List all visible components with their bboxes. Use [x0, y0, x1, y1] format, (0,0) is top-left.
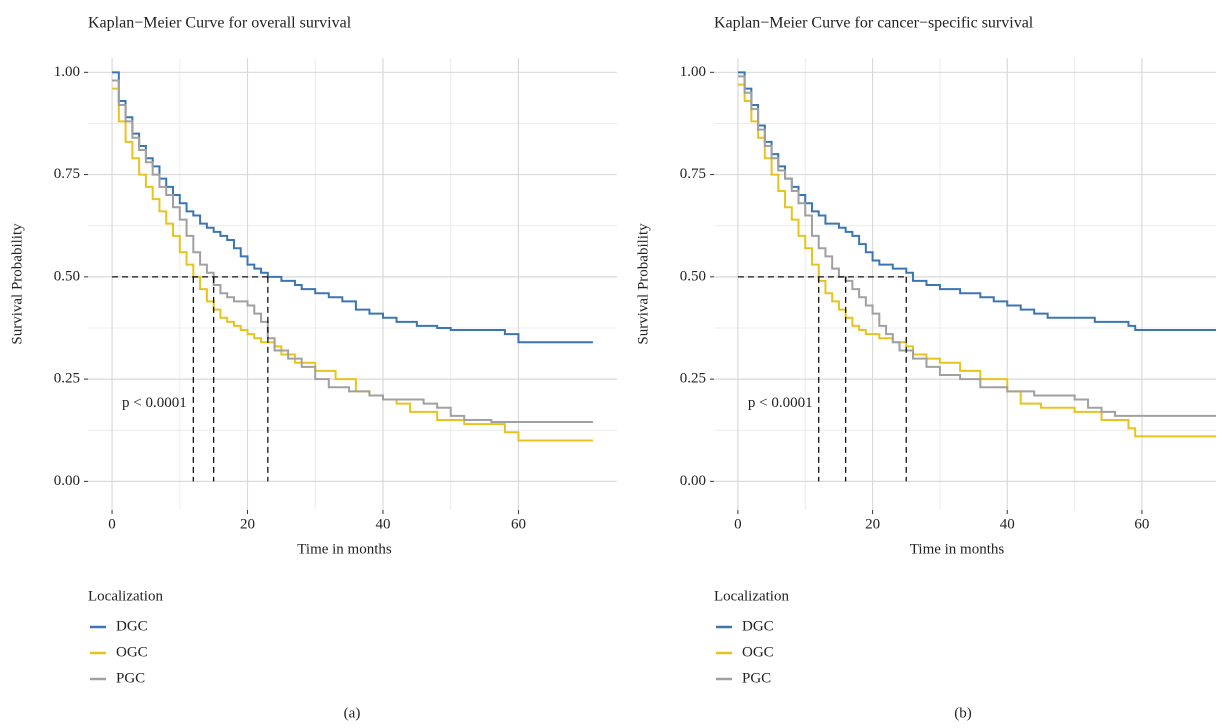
- x-tick-label: 40: [1000, 516, 1015, 532]
- panel-caption: (b): [954, 705, 972, 721]
- x-tick-label: 40: [375, 516, 390, 532]
- chart-title: Kaplan−Meier Curve for overall survival: [88, 15, 352, 32]
- x-axis-title: Time in months: [297, 541, 392, 557]
- x-tick-label: 0: [108, 516, 116, 532]
- y-tick-label: 0.00: [680, 473, 706, 489]
- survival-curve: [737, 83, 1216, 438]
- legend-label: DGC: [742, 618, 774, 634]
- x-axis-title: Time in months: [910, 541, 1005, 557]
- legend-label: OGC: [116, 644, 148, 660]
- y-tick-label: 0.00: [54, 473, 80, 489]
- legend-label: PGC: [742, 670, 771, 686]
- y-tick-label: 1.00: [54, 64, 80, 80]
- x-tick-label: 60: [511, 516, 526, 532]
- y-tick-label: 0.75: [680, 166, 706, 182]
- y-axis-title: Survival Probability: [635, 223, 651, 345]
- x-tick-label: 60: [1134, 516, 1149, 532]
- legend-label: PGC: [116, 670, 145, 686]
- p-value: p < 0.0001: [122, 395, 187, 411]
- y-tick-label: 1.00: [680, 64, 706, 80]
- y-tick-label: 0.50: [680, 268, 706, 284]
- legend-label: DGC: [116, 618, 148, 634]
- x-tick-label: 20: [240, 516, 255, 532]
- x-tick-label: 0: [734, 516, 742, 532]
- y-tick-label: 0.25: [680, 371, 706, 387]
- legend-title: Localization: [714, 588, 789, 604]
- y-tick-label: 0.25: [54, 371, 80, 387]
- legend-label: OGC: [742, 644, 774, 660]
- y-axis-title: Survival Probability: [9, 223, 25, 345]
- survival-curve: [112, 87, 593, 442]
- survival-curve: [737, 75, 1216, 417]
- chart-title: Kaplan−Meier Curve for cancer−specific s…: [714, 15, 1034, 32]
- x-tick-label: 20: [865, 516, 880, 532]
- survival-curve: [112, 71, 593, 344]
- p-value: p < 0.0001: [748, 395, 813, 411]
- survival-curve: [112, 79, 593, 424]
- y-tick-label: 0.75: [54, 166, 80, 182]
- panel-caption: (a): [344, 705, 361, 721]
- y-tick-label: 0.50: [54, 268, 80, 284]
- legend-title: Localization: [88, 588, 163, 604]
- survival-curve: [737, 71, 1216, 332]
